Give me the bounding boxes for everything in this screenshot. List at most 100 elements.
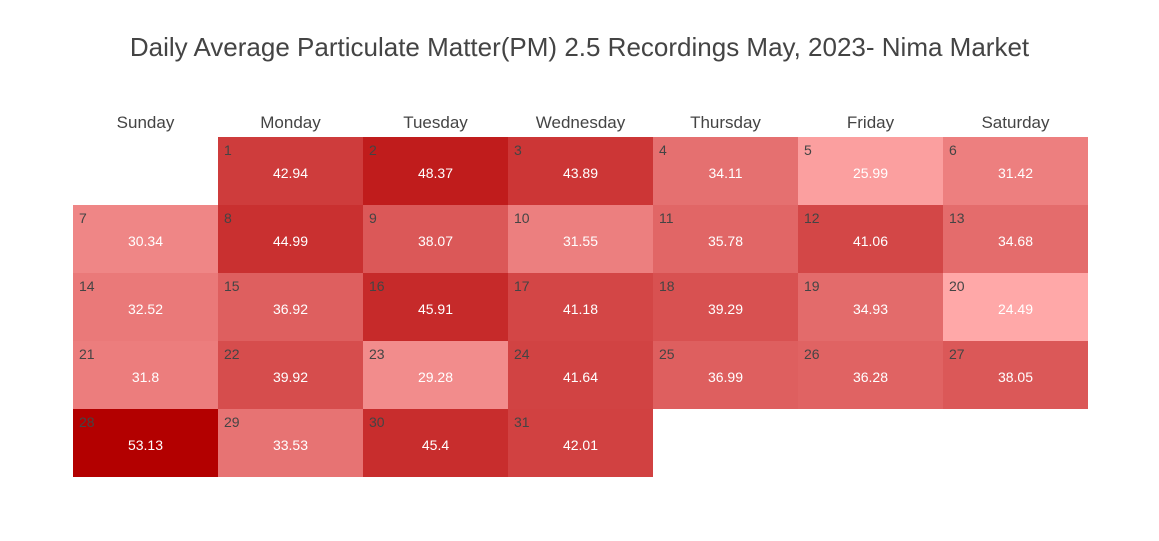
day-cell-16[interactable]: 16 45.91 <box>363 273 508 341</box>
day-number: 6 <box>949 142 957 158</box>
day-number: 17 <box>514 278 530 294</box>
day-cell-rect <box>363 341 508 409</box>
day-number: 22 <box>224 346 240 362</box>
day-number: 4 <box>659 142 667 158</box>
day-value-label: 39.29 <box>708 301 743 317</box>
day-cell-27[interactable]: 27 38.05 <box>943 341 1088 409</box>
day-value-label: 41.06 <box>853 233 888 249</box>
day-number: 19 <box>804 278 820 294</box>
day-value-label: 39.92 <box>273 369 308 385</box>
day-cell-15[interactable]: 15 36.92 <box>218 273 363 341</box>
day-cell-17[interactable]: 17 41.18 <box>508 273 653 341</box>
day-number: 26 <box>804 346 820 362</box>
day-cell-rect <box>943 137 1088 205</box>
day-cell-rect <box>653 137 798 205</box>
day-cell-3[interactable]: 343.89 <box>508 137 653 205</box>
day-value-label: 31.42 <box>998 165 1033 181</box>
day-number: 3 <box>514 142 522 158</box>
day-number: 18 <box>659 278 675 294</box>
day-value-label: 48.37 <box>418 165 453 181</box>
day-cell-rect <box>218 409 363 477</box>
day-cell-rect <box>73 341 218 409</box>
day-cell-rect <box>508 205 653 273</box>
day-cell-10[interactable]: 10 31.55 <box>508 205 653 273</box>
day-cell-19[interactable]: 19 34.93 <box>798 273 943 341</box>
day-number: 20 <box>949 278 965 294</box>
day-cell-rect <box>798 205 943 273</box>
day-number: 7 <box>79 210 87 226</box>
day-cell-29[interactable]: 29 33.53 <box>218 409 363 477</box>
day-value-label: 36.28 <box>853 369 888 385</box>
day-cell-4[interactable]: 434.11 <box>653 137 798 205</box>
day-value-label: 30.34 <box>128 233 163 249</box>
day-cell-rect <box>508 137 653 205</box>
day-cell-8[interactable]: 844.99 <box>218 205 363 273</box>
day-cell-rect <box>653 273 798 341</box>
day-cell-13[interactable]: 13 34.68 <box>943 205 1088 273</box>
day-number: 13 <box>949 210 965 226</box>
day-value-label: 42.01 <box>563 437 598 453</box>
day-number: 14 <box>79 278 95 294</box>
day-value-label: 41.18 <box>563 301 598 317</box>
day-value-label: 38.07 <box>418 233 453 249</box>
day-cell-rect <box>653 341 798 409</box>
day-cell-23[interactable]: 23 29.28 <box>363 341 508 409</box>
day-value-label: 53.13 <box>128 437 163 453</box>
day-value-label: 31.55 <box>563 233 598 249</box>
day-number: 24 <box>514 346 530 362</box>
day-cell-20[interactable]: 20 24.49 <box>943 273 1088 341</box>
day-cell-1[interactable]: 142.94 <box>218 137 363 205</box>
day-cell-9[interactable]: 938.07 <box>363 205 508 273</box>
day-number: 15 <box>224 278 240 294</box>
day-cell-rect <box>363 205 508 273</box>
weekday-header-thursday: Thursday <box>690 113 761 132</box>
day-number: 2 <box>369 142 377 158</box>
day-cell-11[interactable]: 11 35.78 <box>653 205 798 273</box>
day-number: 11 <box>659 210 674 226</box>
day-cell-28[interactable]: 28 53.13 <box>73 409 218 477</box>
day-cell-30[interactable]: 30 45.4 <box>363 409 508 477</box>
day-number: 21 <box>79 346 95 362</box>
day-cell-12[interactable]: 12 41.06 <box>798 205 943 273</box>
day-cell-26[interactable]: 26 36.28 <box>798 341 943 409</box>
day-cells: 142.94248.37343.89434.11525.99631.42730.… <box>73 137 1088 477</box>
day-cell-2[interactable]: 248.37 <box>363 137 508 205</box>
day-cell-rect <box>73 409 218 477</box>
day-value-label: 34.68 <box>998 233 1033 249</box>
day-cell-rect <box>218 273 363 341</box>
day-value-label: 36.99 <box>708 369 743 385</box>
day-cell-22[interactable]: 22 39.92 <box>218 341 363 409</box>
day-value-label: 34.11 <box>709 165 743 181</box>
day-number: 9 <box>369 210 377 226</box>
day-cell-rect <box>363 409 508 477</box>
day-cell-rect <box>218 341 363 409</box>
day-cell-6[interactable]: 631.42 <box>943 137 1088 205</box>
day-cell-24[interactable]: 24 41.64 <box>508 341 653 409</box>
day-number: 1 <box>224 142 232 158</box>
day-value-label: 43.89 <box>563 165 598 181</box>
day-value-label: 42.94 <box>273 165 308 181</box>
day-number: 31 <box>514 414 530 430</box>
day-cell-rect <box>943 205 1088 273</box>
day-cell-5[interactable]: 525.99 <box>798 137 943 205</box>
day-cell-rect <box>943 273 1088 341</box>
day-cell-rect <box>508 409 653 477</box>
day-cell-7[interactable]: 730.34 <box>73 205 218 273</box>
day-cell-21[interactable]: 21 31.8 <box>73 341 218 409</box>
chart-title: Daily Average Particulate Matter(PM) 2.5… <box>129 32 1030 62</box>
day-cell-18[interactable]: 18 39.29 <box>653 273 798 341</box>
weekday-header-tuesday: Tuesday <box>403 113 468 132</box>
day-value-label: 38.05 <box>998 369 1033 385</box>
day-number: 5 <box>804 142 812 158</box>
day-cell-14[interactable]: 14 32.52 <box>73 273 218 341</box>
day-cell-25[interactable]: 25 36.99 <box>653 341 798 409</box>
day-number: 29 <box>224 414 240 430</box>
day-cell-31[interactable]: 31 42.01 <box>508 409 653 477</box>
day-number: 25 <box>659 346 675 362</box>
day-value-label: 34.93 <box>853 301 888 317</box>
day-cell-rect <box>943 341 1088 409</box>
day-value-label: 35.78 <box>708 233 743 249</box>
day-number: 23 <box>369 346 385 362</box>
day-cell-rect <box>363 137 508 205</box>
